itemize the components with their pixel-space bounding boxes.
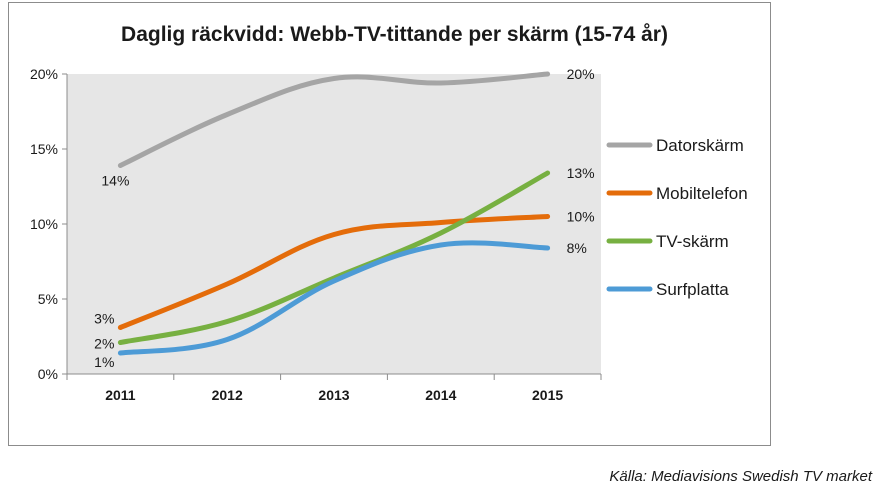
x-tick-label: 2011: [105, 387, 136, 403]
series-line-tv-sk-rm: [117, 170, 551, 345]
data-label-last-mobiltelefon: 10%: [567, 209, 595, 225]
x-tick-label: 2013: [318, 387, 349, 403]
series-line-surfplatta: [117, 240, 551, 356]
x-tick-label: 2012: [212, 387, 243, 403]
legend-label-surfplatta: Surfplatta: [656, 280, 729, 299]
y-tick-label: 10%: [30, 216, 58, 232]
plot-area: [67, 74, 601, 374]
data-label-first-tv-sk-rm: 2%: [94, 336, 114, 352]
x-tick-label: 2015: [532, 387, 563, 403]
y-tick-label: 0%: [38, 366, 58, 382]
data-label-last-tv-sk-rm: 13%: [567, 165, 595, 181]
y-tick-label: 20%: [30, 66, 58, 82]
data-label-last-surfplatta: 8%: [567, 240, 587, 256]
chart-svg: 0% 5% 10% 15% 20% 2011 2012 2013 2014 2015 14% 20% 3…: [30, 66, 748, 403]
y-tick-label: 15%: [30, 141, 58, 157]
legend-label-mobiltelefon: Mobiltelefon: [656, 184, 748, 203]
chart-frame: 0% 5% 10% 15% 20% 2011 2012 2013 2014 2015 14% 20% 3…: [8, 2, 771, 446]
x-tick-label: 2014: [425, 387, 456, 403]
legend-label-datorsk-rm: Datorskärm: [656, 136, 744, 155]
chart-title: Daglig räckvidd: Webb-TV-tittande per sk…: [121, 23, 668, 46]
data-label-first-surfplatta: 1%: [94, 354, 114, 370]
source-note: Källa: Mediavisions Swedish TV market: [609, 468, 872, 485]
data-label-first-datorsk-rm: 14%: [101, 173, 129, 189]
data-label-last-datorsk-rm: 20%: [567, 66, 595, 82]
legend-label-tv-sk-rm: TV-skärm: [656, 232, 729, 251]
y-tick-label: 5%: [38, 291, 58, 307]
data-label-first-mobiltelefon: 3%: [94, 311, 114, 327]
series-line-mobiltelefon: [117, 214, 551, 330]
series-line-datorsk-rm: [117, 71, 551, 168]
